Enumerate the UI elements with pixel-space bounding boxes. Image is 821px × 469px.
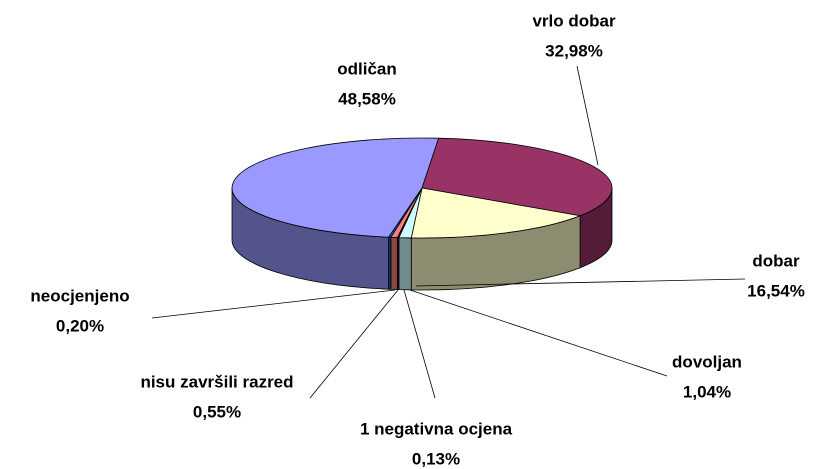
slice-label: dovoljan (672, 352, 742, 371)
slice-side (390, 236, 398, 290)
slice-top (231, 137, 440, 238)
leader-line (576, 65, 599, 166)
slice-top (421, 137, 613, 217)
slice-value-label: 0,55% (193, 402, 241, 421)
slice-label: dobar (752, 251, 800, 270)
slice-value-label: 1,04% (683, 382, 731, 401)
leader-line (403, 289, 436, 399)
pie-sides (231, 187, 613, 291)
slice-value-label: 0,13% (412, 449, 460, 468)
pie-tops (231, 137, 613, 239)
slice-value-label: 48,58% (338, 89, 396, 108)
leader-line (151, 289, 396, 319)
leader-line (409, 289, 668, 377)
leader-line (309, 289, 399, 399)
slice-value-label: 32,98% (545, 41, 603, 60)
slice-label: neocjenjeno (30, 286, 129, 305)
slice-value-label: 0,20% (56, 316, 104, 335)
slice-label: odličan (337, 59, 397, 78)
slice-label: vrlo dobar (532, 11, 616, 30)
slice-top (410, 187, 582, 239)
slice-side (398, 237, 412, 291)
slice-label: nisu završili razred (140, 372, 293, 391)
slice-value-label: 16,54% (747, 281, 805, 300)
slice-label: 1 negativna ocjena (360, 419, 513, 438)
leader-line (415, 278, 746, 287)
